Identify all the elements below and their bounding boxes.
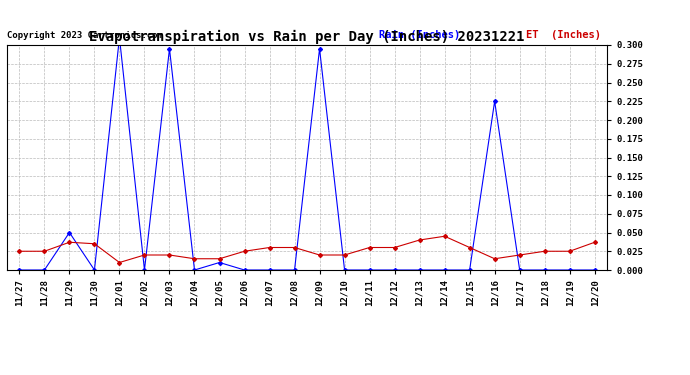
Text: Copyright 2023 Cartronics.com: Copyright 2023 Cartronics.com — [7, 32, 163, 40]
Text: Rain (Inches): Rain (Inches) — [379, 30, 460, 40]
Title: Evapotranspiration vs Rain per Day (Inches) 20231221: Evapotranspiration vs Rain per Day (Inch… — [89, 30, 525, 44]
Text: ET  (Inches): ET (Inches) — [526, 30, 607, 40]
